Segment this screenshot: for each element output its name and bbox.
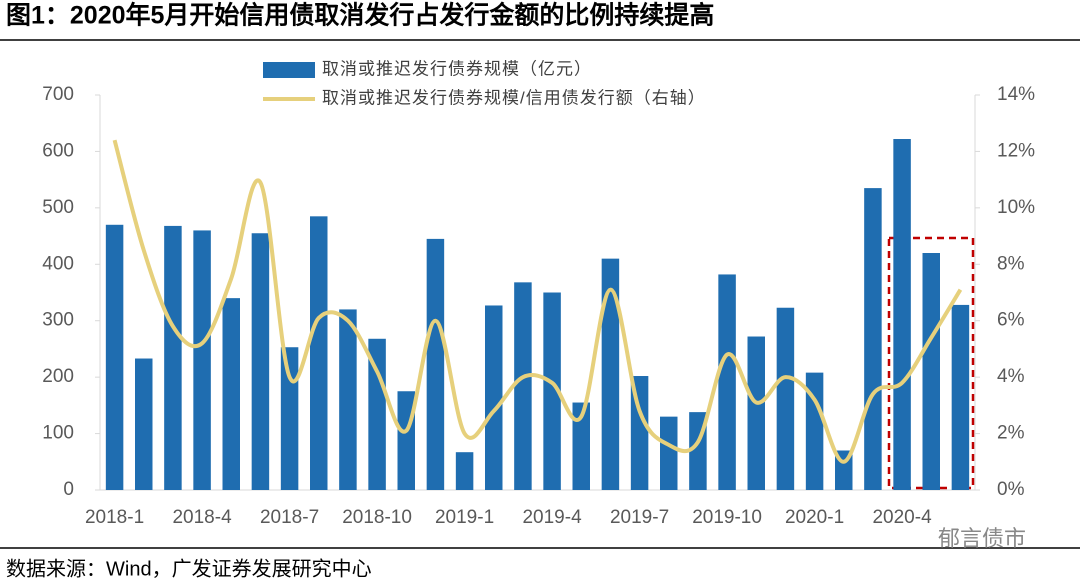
bar <box>280 347 299 490</box>
chart-title: 图1：2020年5月开始信用债取消发行占发行金额的比例持续提高 <box>6 1 714 30</box>
bar <box>864 188 882 490</box>
watermark: 郁言债市 <box>938 526 1026 551</box>
bar <box>105 224 124 491</box>
bar <box>776 307 795 490</box>
x-tick-label: 2019-10 <box>692 507 762 528</box>
x-tick-label: 2018-1 <box>85 507 144 528</box>
y2-tick-label: 14% <box>997 84 1035 105</box>
line <box>112 139 963 464</box>
y2-tick-label: 2% <box>997 423 1025 444</box>
bar <box>601 258 620 490</box>
source: 数据来源：Wind，广发证券发展研究中心 <box>6 557 372 580</box>
bar <box>718 274 736 490</box>
y-tick-label: 600 <box>42 140 74 161</box>
bar <box>747 336 765 490</box>
bar <box>572 402 590 490</box>
bar <box>543 292 561 490</box>
bar <box>951 304 970 490</box>
bar <box>630 376 649 490</box>
bar <box>893 139 911 490</box>
y-tick-label: 700 <box>42 84 74 105</box>
y2-tick-label: 6% <box>997 310 1025 331</box>
legend-label: 取消或推迟发行债券规模/信用债发行额（右轴） <box>322 88 706 107</box>
bar <box>514 282 532 490</box>
y-tick-label: 0 <box>63 479 74 500</box>
bar <box>455 452 474 490</box>
bar <box>922 253 940 490</box>
y-tick-label: 500 <box>42 197 74 218</box>
x-tick-label: 2020-1 <box>785 507 844 528</box>
bar <box>135 358 153 490</box>
y2-tick-label: 4% <box>997 366 1025 387</box>
x-tick-label: 2018-4 <box>172 507 232 528</box>
y2-tick-label: 12% <box>997 140 1035 161</box>
bar <box>164 225 182 490</box>
bar <box>485 305 503 490</box>
y-tick-label: 300 <box>42 310 74 331</box>
bar <box>193 230 211 490</box>
x-tick-label: 2019-1 <box>435 507 494 528</box>
x-tick-label: 2019-4 <box>522 507 582 528</box>
y2-tick-label: 8% <box>997 253 1025 274</box>
bar <box>251 233 270 490</box>
x-tick-label: 2018-7 <box>260 507 319 528</box>
x-tick-label: 2019-7 <box>610 507 669 528</box>
legend-label: 取消或推迟发行债券规模（亿元） <box>322 59 592 78</box>
x-tick-label: 2018-10 <box>342 507 412 528</box>
y-tick-label: 400 <box>42 253 74 274</box>
bar <box>222 298 240 490</box>
bar <box>310 216 328 491</box>
bar <box>426 238 445 490</box>
y-tick-label: 100 <box>42 423 74 444</box>
legend-swatch <box>263 62 315 78</box>
y2-tick-label: 0% <box>997 479 1025 500</box>
bar <box>660 416 678 490</box>
bar <box>339 309 357 490</box>
x-tick-label: 2020-4 <box>872 507 932 528</box>
y2-tick-label: 10% <box>997 197 1035 218</box>
bar <box>805 372 824 490</box>
y-tick-label: 200 <box>42 366 74 387</box>
